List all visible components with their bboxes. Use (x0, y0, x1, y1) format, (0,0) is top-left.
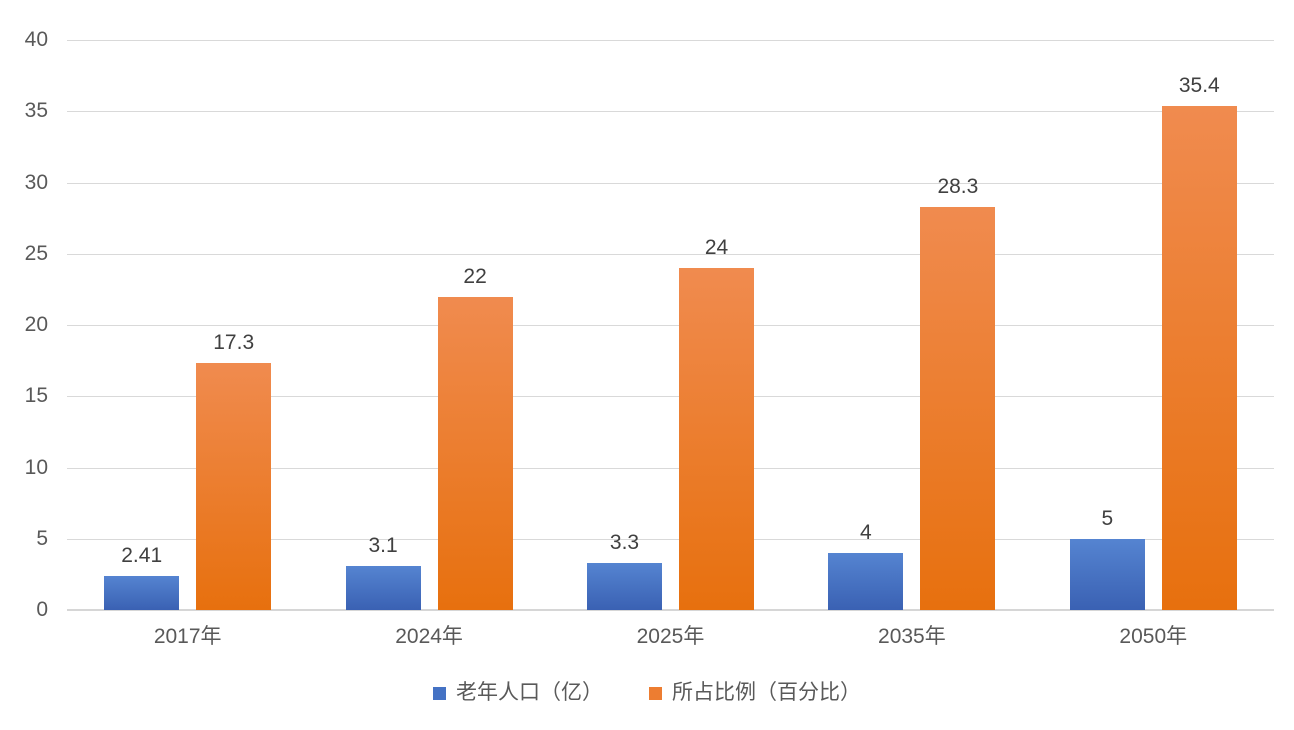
gridline-15 (67, 396, 1274, 398)
legend: 老年人口（亿） 所占比例（百分比） (0, 680, 1294, 706)
gridline-10 (67, 467, 1274, 469)
y-tick-label-0: 0 (36, 598, 48, 621)
y-tick-label-40: 40 (24, 28, 48, 51)
elderly-population-bar-2017 (104, 575, 180, 610)
x-axis-label-2024: 2024年 (395, 625, 463, 648)
legend-swatch-proportion (649, 686, 662, 700)
elderly-population-bar-2050 (1069, 538, 1145, 610)
elderly-population-value-label-2017: 2.41 (121, 543, 163, 567)
elderly-population-bar-2035 (828, 553, 904, 610)
elderly-population-value-label-2025: 3.3 (609, 530, 640, 554)
gridline-30 (67, 182, 1274, 184)
proportion-bar-2035 (920, 206, 996, 610)
elderly-population-bar-2025 (587, 562, 662, 610)
gridline-35 (67, 111, 1274, 113)
proportion-value-label-2025: 24 (704, 236, 729, 259)
gridline-40 (67, 40, 1274, 41)
legend-swatch-elderly-population (433, 686, 446, 700)
elderly-population-bar-2024 (345, 565, 421, 610)
legend-label-proportion: 所占比例（百分比） (672, 681, 861, 704)
proportion-bar-2017 (196, 363, 272, 610)
elderly-population-value-label-2035: 4 (860, 521, 872, 544)
proportion-bar-2025 (679, 268, 754, 610)
y-tick-label-20: 20 (24, 313, 48, 336)
x-axis-line (67, 609, 1274, 611)
y-tick-label-30: 30 (24, 170, 48, 194)
legend-item-proportion: 所占比例（百分比） (649, 680, 861, 706)
proportion-value-label-2050: 35.4 (1178, 73, 1220, 97)
x-axis-label-2035: 2035年 (878, 625, 946, 648)
gridline-5 (67, 538, 1274, 540)
proportion-bar-2050 (1161, 105, 1237, 610)
proportion-value-label-2035: 28.3 (937, 174, 979, 198)
y-tick-label-35: 35 (24, 99, 48, 123)
proportion-value-label-2024: 22 (463, 264, 487, 288)
elderly-population-value-label-2050: 5 (1101, 506, 1114, 530)
y-tick-label-10: 10 (24, 455, 48, 479)
gridline-25 (67, 253, 1274, 255)
proportion-bar-2024 (437, 296, 513, 610)
legend-item-elderly-population: 老年人口（亿） (433, 680, 603, 706)
gridline-20 (67, 325, 1274, 326)
y-tick-label-5: 5 (36, 526, 48, 550)
y-tick-label-15: 15 (24, 384, 48, 408)
x-axis-label-2050: 2050年 (1119, 625, 1188, 648)
x-axis-label-2017: 2017年 (153, 625, 222, 648)
elderly-population-value-label-2024: 3.1 (368, 533, 398, 557)
legend-label-elderly-population: 老年人口（亿） (456, 681, 603, 704)
proportion-value-label-2017: 17.3 (213, 331, 255, 355)
y-tick-label-25: 25 (24, 241, 48, 265)
x-axis-label-2025: 2025年 (636, 625, 705, 648)
